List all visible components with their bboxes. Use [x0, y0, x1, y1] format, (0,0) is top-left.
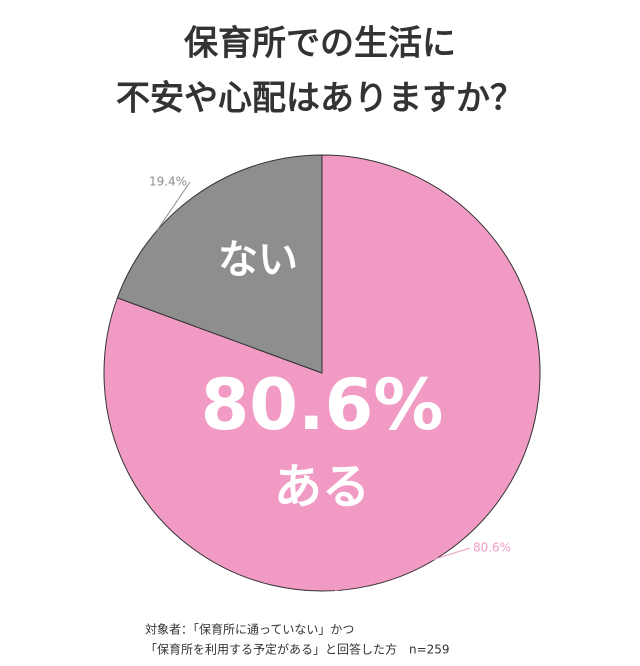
- outer-value-label: 19.4%: [149, 175, 187, 189]
- chart-title: 不安や心配はありますか？: [116, 79, 524, 119]
- pie: [103, 154, 541, 592]
- pie-slice: [116, 154, 323, 374]
- leader-line: [156, 181, 191, 231]
- slice-value-label: 80.6%: [201, 364, 444, 446]
- leader-line: [334, 547, 471, 592]
- outer-value-label: 80.6%: [473, 541, 511, 555]
- slice-category-label: ある: [274, 459, 370, 515]
- note: 対象者：「保育所に通っていない」かつ: [145, 622, 354, 637]
- note: 「保育所を利用する予定がある」と回答した方 n=259: [145, 642, 450, 657]
- chart-title: 保育所での生活に: [184, 24, 456, 64]
- slice-category-label: ない: [218, 237, 298, 283]
